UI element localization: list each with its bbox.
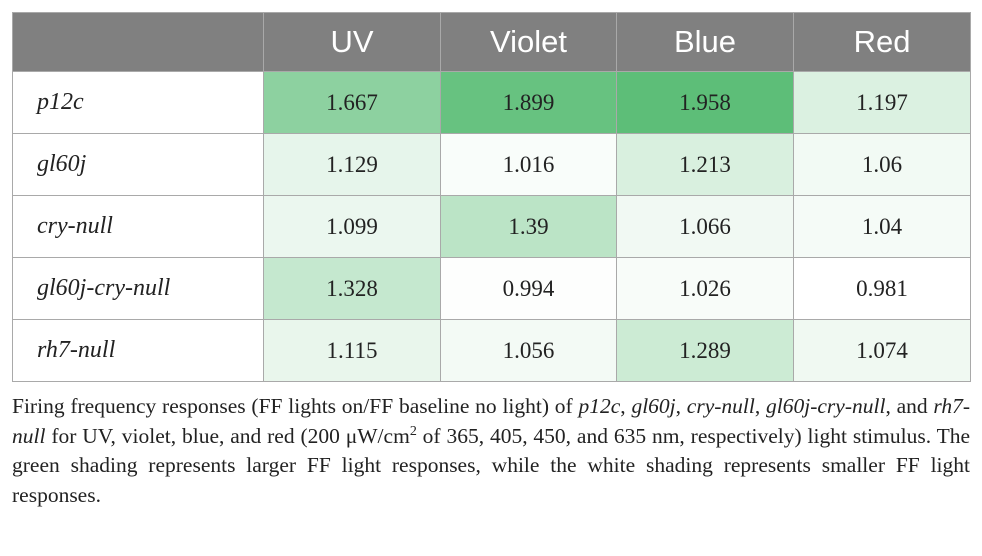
value-cell: 1.06 [793,133,971,196]
table-row: gl60j 1.129 1.016 1.213 1.06 [12,133,971,196]
caption-text: 2 [409,423,417,439]
table-row: rh7-null 1.115 1.056 1.289 1.074 [12,319,971,382]
header-cell: UV [263,12,441,72]
value-cell: 1.958 [616,71,794,134]
value-cell: 1.899 [440,71,617,134]
caption-text: , and [885,394,934,418]
caption: Firing frequency responses (FF lights on… [12,392,970,510]
caption-text: Firing frequency responses (FF lights on… [12,394,579,418]
table-row: cry-null 1.099 1.39 1.066 1.04 [12,195,971,258]
table-row: gl60j-cry-null 1.328 0.994 1.026 0.981 [12,257,971,320]
table-row: p12c 1.667 1.899 1.958 1.197 [12,71,971,134]
value-cell: 1.39 [440,195,617,258]
caption-text: , [754,394,767,418]
caption-text: p12c [578,394,621,418]
caption-text: gl60j-cry-null [766,394,886,418]
caption-text: , [620,394,632,418]
header-cell: Blue [616,12,794,72]
row-label: gl60j-cry-null [12,257,264,320]
value-cell: 1.016 [440,133,617,196]
data-table: UV Violet Blue Red p12c 1.667 1.899 1.958 1.197… [12,12,971,382]
row-label: rh7-null [12,319,264,382]
caption-text: cry-null [686,394,755,418]
caption-text: for UV, violet, blue, and red (200 μW/cm [45,423,410,448]
value-cell: 1.04 [793,195,971,258]
value-cell: 1.289 [616,319,794,382]
value-cell: 1.213 [616,133,794,196]
table-body: p12c 1.667 1.899 1.958 1.197 gl60j 1.129 1.016 1… [12,71,971,382]
value-cell: 1.099 [263,195,441,258]
header-cell [12,12,264,72]
value-cell: 1.115 [263,319,441,382]
value-cell: 0.981 [793,257,971,320]
header-cell: Violet [440,12,617,72]
value-cell: 1.066 [616,195,794,258]
value-cell: 1.026 [616,257,794,320]
header-cell: Red [793,12,971,72]
value-cell: 1.056 [440,319,617,382]
caption-text: , [675,394,687,418]
value-cell: 1.667 [263,71,441,134]
row-label: p12c [12,71,264,134]
value-cell: 0.994 [440,257,617,320]
value-cell: 1.129 [263,133,441,196]
header-row: UV Violet Blue Red [12,12,971,72]
caption-text: gl60j [631,394,676,418]
row-label: cry-null [12,195,264,258]
caption-text: of 365, 405, 450, and 635 nm, respective… [12,423,971,507]
value-cell: 1.328 [263,257,441,320]
value-cell: 1.197 [793,71,971,134]
caption-text: rh7-null [12,394,971,448]
value-cell: 1.074 [793,319,971,382]
row-label: gl60j [12,133,264,196]
